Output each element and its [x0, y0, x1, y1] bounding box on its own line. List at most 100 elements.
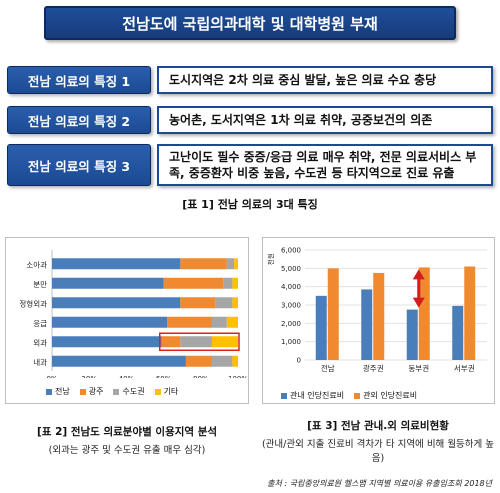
category-label: 정형외과: [19, 298, 47, 308]
grouped-bar: [452, 305, 464, 360]
stacked-bar-segment: [167, 316, 212, 328]
y-tick-label: 5,000: [281, 265, 301, 273]
usage-region-legend-swatch: [113, 388, 120, 395]
main-title: 전남도에 국립의과대학 및 대학병원 부재: [44, 6, 456, 40]
highlight-box: [158, 332, 240, 351]
source-note: 출처 : 국립중앙의료원 헬스맵 지역별 의료이용 유출입조회 2018년: [267, 479, 492, 488]
feature-label-2: 전남 의료의 특징 2: [7, 106, 151, 134]
y-tick-label: 2,000: [281, 320, 301, 328]
medical-cost-legend-item: 관외 인당진료비: [354, 390, 417, 401]
x-tick-label: 80%: [193, 375, 209, 378]
grouped-bar: [327, 268, 339, 360]
stacked-bar-segment: [52, 258, 181, 270]
usage-region-legend: 전남 광주 수도권 기타: [46, 386, 178, 397]
stacked-bar-segment: [234, 258, 238, 270]
stacked-bar-segment: [52, 336, 162, 348]
stacked-bar-segment: [52, 316, 168, 328]
category-label: 소아과: [26, 259, 47, 269]
stacked-bar-segment: [185, 355, 212, 367]
stacked-bar-segment: [215, 297, 233, 309]
table-caption-2: [표 2] 전남도 의료분야별 이용지역 분석 (외과는 광주 및 수도권 유출…: [5, 424, 249, 456]
feature-row-2: 전남 의료의 특징 2 농어촌, 도서지역은 1차 의료 취약, 공중보건의 의…: [7, 106, 493, 134]
usage-region-legend-item: 광주: [79, 386, 104, 397]
stacked-bar-segment: [163, 277, 224, 289]
medical-cost-legend-swatch: [281, 392, 287, 399]
grouped-bar: [418, 267, 430, 360]
usage-region-legend-label: 기타: [163, 387, 179, 396]
usage-region-legend-swatch: [154, 388, 161, 395]
feature-text-2: 농어촌, 도서지역은 1차 의료 취약, 공중보건의 의존: [157, 106, 493, 134]
usage-region-legend-item: 전남: [46, 386, 70, 397]
category-label: 내과: [33, 358, 47, 367]
usage-region-legend-label: 전남: [55, 387, 70, 396]
category-label: 응급: [33, 319, 47, 328]
table-caption-2-title: [표 2] 전남도 의료분야별 이용지역 분석: [36, 426, 218, 438]
medical-cost-legend-item: 관내 인당진료비: [281, 390, 344, 401]
x-tick-label: 60%: [156, 375, 172, 378]
category-label: 외과: [33, 337, 47, 347]
stacked-bar-segment: [180, 297, 216, 309]
usage-region-legend-swatch: [46, 388, 52, 395]
grouped-bar: [361, 289, 373, 360]
x-category-label: 동부권: [408, 364, 429, 373]
usage-region-legend-label: 수도권: [122, 387, 145, 396]
gap-arrow-head-up: [412, 269, 425, 280]
y-tick-label: 0: [297, 357, 301, 365]
usage-region-legend-swatch: [79, 388, 86, 395]
stacked-bar-segment: [226, 316, 238, 328]
gap-arrow-head-down: [412, 297, 425, 308]
medical-cost-legend-label: 관내 인당진료비: [290, 391, 345, 400]
table-caption-1: [표 1] 전남 의료의 3대 특징: [182, 198, 318, 211]
table-caption-2-note: (외과는 광주 및 수도권 유출 매우 심각): [48, 445, 206, 456]
feature-row-1: 전남 의료의 특징 1 도시지역은 2차 의료 중심 발달, 높은 의료 수요 …: [7, 66, 493, 94]
stacked-bar-segment: [52, 355, 186, 367]
feature-text-3: 고난이도 필수 중증/응급 의료 매우 취약, 전문 의료서비스 부족, 중증환…: [157, 144, 493, 186]
feature-row-3: 전남 의료의 특징 3 고난이도 필수 중증/응급 의료 매우 취약, 전문 의…: [7, 144, 493, 186]
feature-label-3: 전남 의료의 특징 3: [7, 144, 151, 186]
x-category-label: 전남: [321, 363, 335, 373]
x-category-label: 광주권: [363, 363, 384, 373]
y-tick-label: 1,000: [281, 338, 301, 346]
table-caption-3: [표 3] 전남 관내.외 의료비현황 (관내/관외 지출 진료비 격차가 타 …: [258, 418, 498, 464]
x-tick-label: 20%: [81, 375, 97, 378]
y-tick-label: 4,000: [281, 283, 301, 291]
stacked-bar-segment: [52, 297, 181, 309]
category-label: 분만: [33, 280, 47, 289]
stacked-bar-segment: [226, 258, 235, 270]
medical-cost-legend-label: 관외 인당진료비: [363, 391, 418, 400]
y-tick-label: 6,000: [281, 247, 301, 255]
usage-region-legend-item: 수도권: [113, 386, 145, 397]
x-tick-label: 100%: [228, 375, 248, 378]
stacked-bar-segment: [232, 277, 238, 289]
table-caption-3-title: [표 3] 전남 관내.외 의료비현황: [307, 420, 449, 432]
stacked-bar-segment: [232, 297, 238, 309]
usage-region-legend-label: 광주: [88, 387, 104, 396]
table-caption-3-note: (관내/관외 지출 진료비 격차가 타 지역에 비해 월등하게 높음): [261, 439, 495, 464]
feature-text-1: 도시지역은 2차 의료 중심 발달, 높은 의료 수요 충당: [157, 66, 493, 94]
stacked-bar-segment: [223, 277, 233, 289]
grouped-bar: [464, 266, 476, 360]
stacked-bar-segment: [180, 258, 227, 270]
x-tick-label: 40%: [119, 375, 135, 378]
stacked-bar-segment: [180, 336, 212, 348]
stacked-bar-segment: [211, 355, 233, 367]
grouped-bar: [406, 309, 418, 360]
y-tick-label: 3,000: [281, 302, 301, 310]
stacked-bar-segment: [161, 336, 181, 348]
grouped-bar: [315, 295, 327, 360]
x-tick-label: 0%: [46, 375, 57, 378]
stacked-bar-segment: [211, 316, 227, 328]
usage-region-legend-item: 기타: [154, 386, 179, 397]
medical-cost-legend: 관내 인당진료비 관외 인당진료비: [281, 390, 417, 401]
feature-label-1: 전남 의료의 특징 1: [7, 66, 151, 94]
y-axis-label: 천원: [266, 253, 275, 265]
grouped-bar: [373, 272, 385, 360]
stacked-bar-segment: [232, 355, 238, 367]
medical-cost-legend-swatch: [354, 392, 361, 399]
stacked-bar-segment: [211, 336, 238, 348]
stacked-bar-segment: [52, 277, 164, 289]
